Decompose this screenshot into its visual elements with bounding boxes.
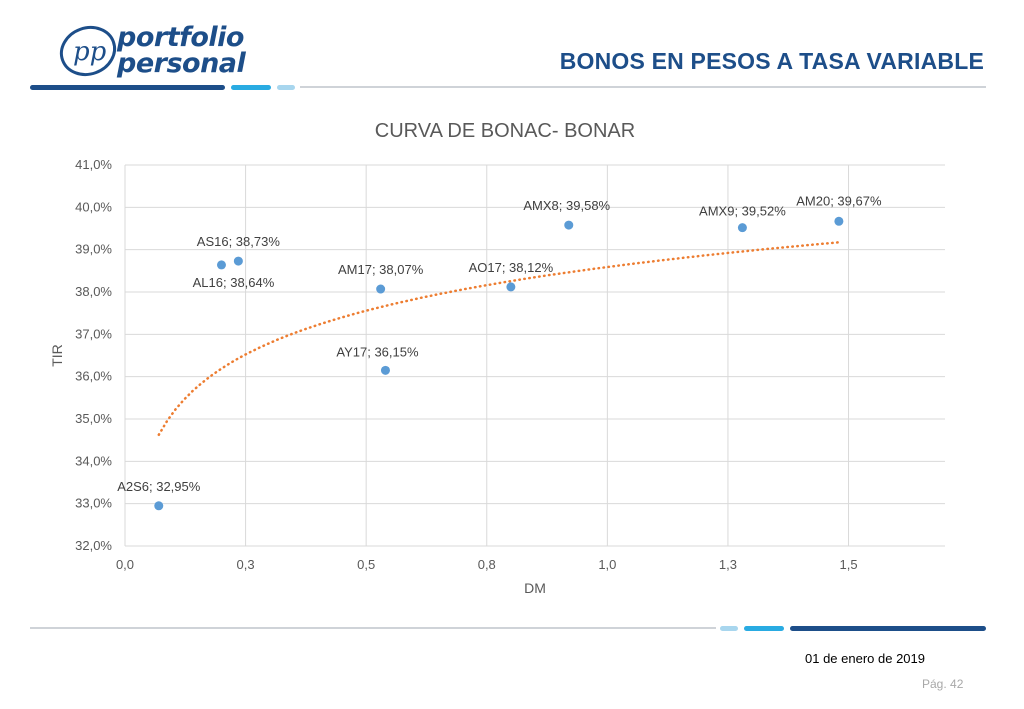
- chart-title: CURVA DE BONAC- BONAR: [375, 120, 635, 142]
- data-point: [380, 365, 390, 375]
- x-tick-label: 0,3: [237, 557, 255, 572]
- y-tick-label: 33,0%: [75, 496, 112, 511]
- data-label: AM20; 39,67%: [796, 193, 882, 208]
- page-title: BONOS EN PESOS A TASA VARIABLE: [559, 48, 984, 74]
- data-label: AM17; 38,07%: [338, 262, 424, 277]
- data-point: [737, 223, 747, 233]
- data-label: AY17; 36,15%: [336, 344, 419, 359]
- x-tick-label: 0,0: [116, 557, 134, 572]
- header-rule-light: [277, 85, 295, 90]
- x-axis-title: DM: [524, 580, 546, 596]
- data-label: AL16; 38,64%: [193, 275, 275, 290]
- data-label: AS16; 38,73%: [197, 234, 281, 249]
- x-axis-ticks: 0,0 0,3 0,5 0,8 1,0 1,3 1,5: [116, 557, 858, 572]
- footer-rule-primary: [790, 626, 986, 631]
- data-label: AMX8; 39,58%: [523, 198, 610, 213]
- data-point: [376, 284, 386, 294]
- data-point: [564, 220, 574, 230]
- header-rule-thin: [300, 86, 986, 88]
- trend-line: [157, 241, 841, 437]
- footer-rule-light: [720, 626, 738, 631]
- brand-line1: portfolio: [117, 22, 244, 53]
- brand-logo: pp portfolio personal: [55, 20, 246, 82]
- data-label: AMX9; 39,52%: [699, 204, 786, 219]
- pp-monogram-icon: pp: [59, 25, 117, 77]
- y-tick-label: 40,0%: [75, 199, 112, 214]
- x-tick-label: 1,3: [719, 557, 737, 572]
- x-tick-label: 0,5: [357, 557, 375, 572]
- y-tick-label: 34,0%: [75, 453, 112, 468]
- footer-rule-thin: [30, 627, 716, 629]
- header-rule-accent: [231, 85, 271, 90]
- data-point: [233, 256, 243, 266]
- data-point: [834, 216, 844, 226]
- y-tick-label: 32,0%: [75, 538, 112, 553]
- y-tick-label: 35,0%: [75, 411, 112, 426]
- data-labels: A2S6; 32,95% AL16; 38,64% AS16; 38,73% AM17…: [117, 193, 882, 493]
- data-point: [216, 260, 226, 270]
- data-point: [506, 282, 516, 292]
- data-points: [154, 216, 844, 511]
- y-tick-label: 36,0%: [75, 369, 112, 384]
- chart-grid: [124, 164, 945, 547]
- brand-line2: personal: [117, 48, 246, 79]
- data-point: [154, 501, 164, 511]
- x-tick-label: 1,0: [598, 557, 616, 572]
- x-tick-label: 0,8: [478, 557, 496, 572]
- brand-monogram: pp: [73, 37, 107, 67]
- footer-rule-accent: [744, 626, 784, 631]
- y-tick-label: 37,0%: [75, 326, 112, 341]
- y-axis-ticks: 32,0% 33,0% 34,0% 35,0% 36,0% 37,0% 38,0% 39,0%…: [75, 157, 112, 553]
- page-number: Pág. 42: [922, 677, 964, 691]
- y-tick-label: 39,0%: [75, 242, 112, 257]
- data-label: A2S6; 32,95%: [117, 479, 201, 494]
- x-tick-label: 1,5: [839, 557, 857, 572]
- header-rule-primary: [30, 85, 225, 90]
- y-axis-title: TIR: [49, 344, 65, 367]
- y-tick-label: 41,0%: [75, 157, 112, 172]
- date-label: 01 de enero de 2019: [805, 651, 925, 666]
- y-tick-label: 38,0%: [75, 284, 112, 299]
- data-label: AO17; 38,12%: [469, 260, 554, 275]
